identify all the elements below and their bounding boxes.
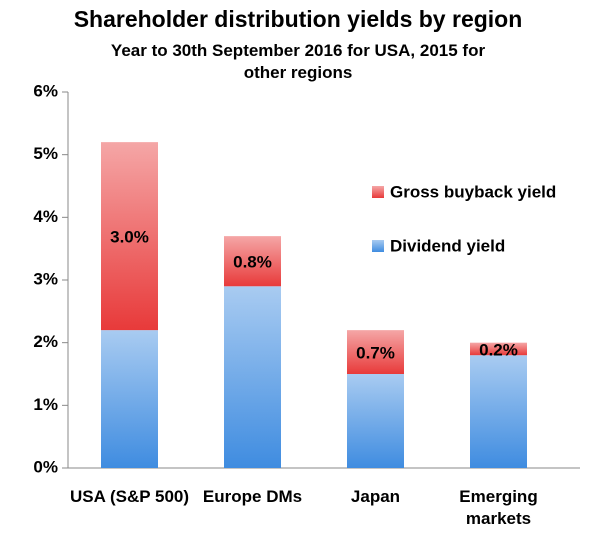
- x-tick-label: Japan: [350, 487, 401, 506]
- chart-title: Shareholder distribution yields by regio…: [73, 6, 523, 32]
- value-label: 0.2%: [479, 340, 518, 359]
- y-tick-label: 6%: [33, 81, 58, 100]
- bar-segment: [470, 355, 527, 468]
- x-tick-label: Europe DMs: [202, 487, 303, 506]
- y-tick-label: 0%: [33, 457, 58, 476]
- bar-segment: [347, 330, 404, 374]
- value-label: 0.7%: [356, 344, 395, 363]
- legend-swatch: [372, 186, 384, 198]
- bar-segment: [347, 374, 404, 468]
- y-tick-label: 2%: [33, 332, 58, 351]
- legend-swatch: [372, 240, 384, 252]
- y-tick-label: 5%: [33, 144, 58, 163]
- y-tick-label: 4%: [33, 207, 58, 226]
- x-tick-label: USA (S&P 500): [69, 487, 190, 506]
- bar-segment: [101, 142, 158, 331]
- x-tick-label: Emerging markets: [459, 487, 538, 528]
- legend-label: Dividend yield: [390, 236, 505, 255]
- value-label: 3.0%: [110, 228, 149, 247]
- bar-segment: [224, 286, 281, 468]
- value-label: 0.8%: [233, 253, 272, 272]
- bar-segment: [101, 330, 158, 468]
- bar-segment: [224, 236, 281, 287]
- y-tick-label: 3%: [33, 269, 58, 288]
- chart-subtitle: Year to 30th September 2016 for USA, 201…: [110, 41, 486, 82]
- bar-segment: [470, 342, 527, 356]
- y-tick-label: 1%: [33, 395, 58, 414]
- legend-label: Gross buyback yield: [390, 182, 556, 201]
